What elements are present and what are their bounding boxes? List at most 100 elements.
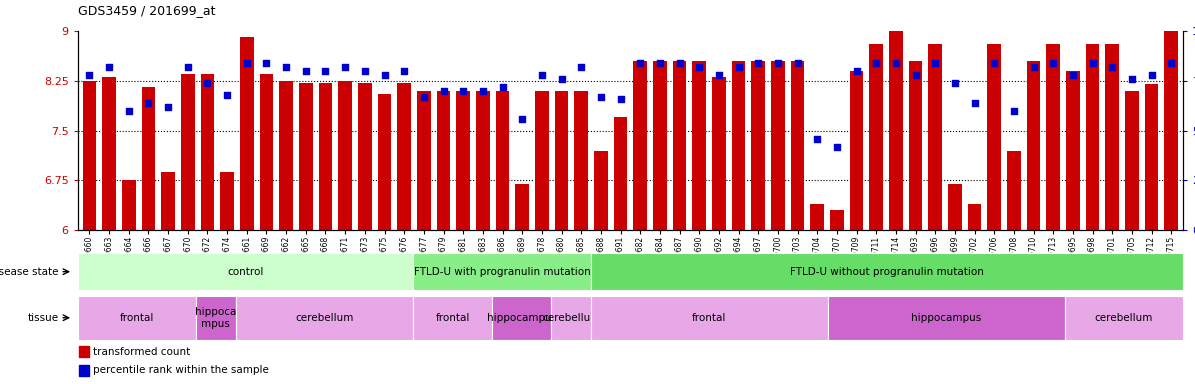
Point xyxy=(729,64,748,70)
Point xyxy=(473,88,492,94)
Bar xyxy=(1027,61,1041,230)
Text: frontal: frontal xyxy=(435,313,470,323)
Bar xyxy=(712,77,725,230)
Point xyxy=(748,60,767,66)
Point xyxy=(1004,108,1023,114)
Bar xyxy=(1124,91,1139,230)
Text: hippocampus: hippocampus xyxy=(486,313,557,323)
Bar xyxy=(496,91,509,230)
Bar xyxy=(319,83,332,230)
Bar xyxy=(358,83,372,230)
Bar xyxy=(161,172,174,230)
Point xyxy=(650,60,669,66)
Point xyxy=(80,71,99,78)
Text: cerebellum: cerebellum xyxy=(1095,313,1153,323)
Bar xyxy=(869,44,883,230)
Bar xyxy=(79,346,90,357)
Bar xyxy=(1066,71,1080,230)
Point xyxy=(434,88,453,94)
Point xyxy=(945,79,964,86)
Text: FTLD-U with progranulin mutation: FTLD-U with progranulin mutation xyxy=(413,266,590,277)
Bar xyxy=(850,71,864,230)
Text: frontal: frontal xyxy=(692,313,727,323)
Bar xyxy=(103,77,116,230)
Point xyxy=(454,88,473,94)
Point xyxy=(415,94,434,100)
Point xyxy=(985,60,1004,66)
Bar xyxy=(791,61,804,230)
Text: control: control xyxy=(227,266,264,277)
Bar xyxy=(1164,27,1178,230)
Point xyxy=(99,64,118,70)
Point xyxy=(394,68,413,74)
Bar xyxy=(82,81,97,230)
Bar xyxy=(889,27,902,230)
Point xyxy=(198,79,217,86)
Point xyxy=(1122,76,1141,82)
Bar xyxy=(752,61,765,230)
Point xyxy=(139,99,158,106)
Bar xyxy=(122,180,136,230)
Point xyxy=(159,104,178,110)
Bar xyxy=(575,91,588,230)
Point xyxy=(887,60,906,66)
Bar xyxy=(378,94,392,230)
Bar xyxy=(948,184,962,230)
Point xyxy=(1142,71,1162,78)
Bar xyxy=(614,117,627,230)
Point xyxy=(906,71,925,78)
Bar xyxy=(476,91,490,230)
Point xyxy=(926,60,945,66)
Text: transformed count: transformed count xyxy=(93,347,191,357)
Point xyxy=(1024,64,1043,70)
Bar xyxy=(987,44,1001,230)
Point xyxy=(631,60,650,66)
Bar xyxy=(554,91,569,230)
Point xyxy=(690,64,709,70)
Point xyxy=(866,60,885,66)
Point xyxy=(827,144,846,150)
Point xyxy=(966,99,985,106)
Text: tissue: tissue xyxy=(27,313,59,323)
Point xyxy=(1064,71,1083,78)
Bar xyxy=(259,74,274,230)
Bar xyxy=(436,91,451,230)
Point xyxy=(847,68,866,74)
Bar xyxy=(299,83,313,230)
Bar xyxy=(141,87,155,230)
Point xyxy=(178,64,197,70)
Text: hippoca
mpus: hippoca mpus xyxy=(195,307,237,329)
Bar xyxy=(1047,44,1060,230)
Point xyxy=(336,64,355,70)
Point xyxy=(1043,60,1062,66)
Point xyxy=(532,71,551,78)
Point xyxy=(217,91,237,98)
Text: frontal: frontal xyxy=(120,313,154,323)
Bar xyxy=(692,61,706,230)
Point xyxy=(592,94,611,100)
Text: percentile rank within the sample: percentile rank within the sample xyxy=(93,365,269,375)
Bar xyxy=(1086,44,1099,230)
Bar xyxy=(535,91,549,230)
Text: cerebellum: cerebellum xyxy=(295,313,354,323)
Bar xyxy=(929,44,942,230)
Point xyxy=(710,71,729,78)
Bar xyxy=(731,61,746,230)
Text: FTLD-U without progranulin mutation: FTLD-U without progranulin mutation xyxy=(790,266,983,277)
Bar xyxy=(771,61,785,230)
Bar xyxy=(1105,44,1120,230)
Bar xyxy=(240,37,253,230)
Bar xyxy=(220,172,234,230)
Point xyxy=(1162,60,1181,66)
Text: hippocampus: hippocampus xyxy=(911,313,981,323)
Point xyxy=(1083,60,1102,66)
Point xyxy=(1103,64,1122,70)
Point xyxy=(611,96,630,102)
Bar xyxy=(79,365,90,376)
Bar xyxy=(417,91,430,230)
Bar xyxy=(633,61,646,230)
Point xyxy=(238,60,257,66)
Point xyxy=(670,60,690,66)
Bar xyxy=(831,210,844,230)
Text: cerebellum: cerebellum xyxy=(543,313,600,323)
